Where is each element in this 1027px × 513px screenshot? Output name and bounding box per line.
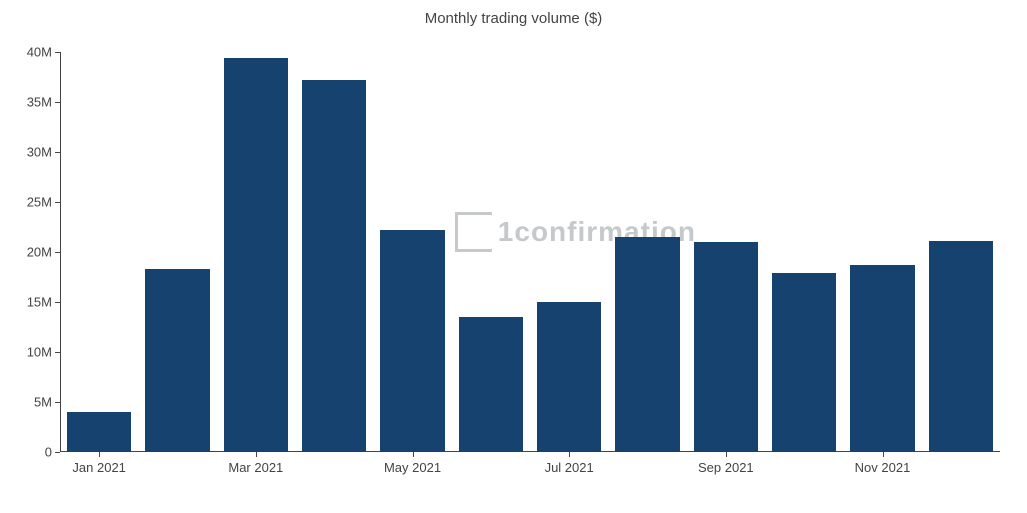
x-tick-label: Jan 2021: [72, 452, 126, 475]
y-tick-label: 30M: [27, 145, 60, 160]
y-tick-label: 10M: [27, 345, 60, 360]
chart-title: Monthly trading volume ($): [0, 10, 1027, 27]
bar: [537, 302, 601, 452]
y-axis-line: [60, 52, 61, 452]
bar: [459, 317, 523, 452]
y-tick-label: 35M: [27, 95, 60, 110]
bar: [772, 273, 836, 452]
bar: [615, 237, 679, 452]
x-tick-label: Mar 2021: [228, 452, 283, 475]
plot-area: 1confirmation 05M10M15M20M25M30M35M40MJa…: [60, 52, 1000, 452]
x-tick-label: Jul 2021: [545, 452, 594, 475]
x-tick-label: Nov 2021: [855, 452, 911, 475]
x-tick-label: May 2021: [384, 452, 441, 475]
y-tick-label: 15M: [27, 295, 60, 310]
watermark-box-icon: [455, 212, 492, 252]
y-tick-label: 40M: [27, 45, 60, 60]
x-tick-label: Sep 2021: [698, 452, 754, 475]
y-tick-label: 0: [45, 445, 60, 460]
bar: [224, 58, 288, 452]
bar: [850, 265, 914, 452]
y-tick-label: 25M: [27, 195, 60, 210]
bar: [145, 269, 209, 452]
bar: [929, 241, 993, 452]
bar: [380, 230, 444, 452]
bar: [694, 242, 758, 452]
chart-container: Monthly trading volume ($) 1confirmation…: [0, 0, 1027, 513]
bar: [302, 80, 366, 452]
y-tick-label: 20M: [27, 245, 60, 260]
y-tick-label: 5M: [34, 395, 60, 410]
bar: [67, 412, 131, 452]
